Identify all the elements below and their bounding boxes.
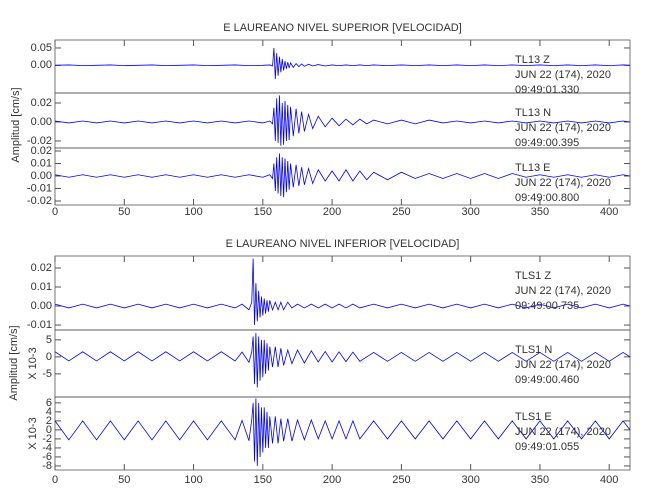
y-tick-label: 0 <box>46 351 52 363</box>
y-tick-label: 0.05 <box>31 42 52 54</box>
x-tick-label: 0 <box>52 474 58 486</box>
y-tick-label: -0.02 <box>27 195 52 207</box>
x-tick-label: 300 <box>461 206 479 218</box>
y-tick-label: -2 <box>42 433 52 445</box>
x-tick-label: 200 <box>323 206 341 218</box>
y-tick-label: 0 <box>46 424 52 436</box>
y-tick-label: 5 <box>46 334 52 346</box>
waveform <box>54 398 631 466</box>
y-tick-label: 0.01 <box>31 157 52 169</box>
station-label: TL13 N <box>515 107 551 119</box>
y-tick-label: 0.02 <box>31 145 52 157</box>
time-label: 09:49:01.330 <box>515 84 579 96</box>
chart-title: E LAUREANO NIVEL INFERIOR [VELOCIDAD] <box>226 238 460 250</box>
y-tick-label: 0.01 <box>31 281 52 293</box>
y-tick-label: 2 <box>46 415 52 427</box>
date-label: JUN 22 (174), 2020 <box>515 426 611 438</box>
chart-title: E LAUREANO NIVEL SUPERIOR [VELOCIDAD] <box>223 22 462 34</box>
y-tick-label: -6 <box>42 451 52 463</box>
x-tick-label: 150 <box>254 206 272 218</box>
time-label: 09:49:01.055 <box>515 441 579 453</box>
waveform <box>54 95 631 146</box>
x-tick-label: 0 <box>52 206 58 218</box>
x-tick-label: 200 <box>323 474 341 486</box>
date-label: JUN 22 (174), 2020 <box>515 285 611 297</box>
y-tick-label: 0.00 <box>31 170 52 182</box>
y-tick-label: -0.02 <box>27 135 52 147</box>
y-axis-label: Amplitud [cm/s] <box>10 87 22 162</box>
x-tick-label: 350 <box>531 206 549 218</box>
y-tick-label: 0.00 <box>31 116 52 128</box>
y-tick-label: 0.02 <box>31 97 52 109</box>
date-label: JUN 22 (174), 2020 <box>515 122 611 134</box>
x-tick-label: 50 <box>118 206 130 218</box>
station-label: TL13 Z <box>515 54 550 66</box>
time-label: 09:49:00.735 <box>515 300 579 312</box>
x-tick-label: 400 <box>600 206 618 218</box>
y-tick-label: 0.00 <box>31 300 52 312</box>
station-label: TLS1 N <box>515 344 552 356</box>
x-tick-label: 50 <box>118 474 130 486</box>
y-tick-label: 0.02 <box>31 262 52 274</box>
x-tick-label: 250 <box>392 474 410 486</box>
waveform <box>54 153 631 198</box>
y-tick-label: 4 <box>46 406 52 418</box>
station-label: TLS1 Z <box>515 270 551 282</box>
x-tick-label: 400 <box>600 474 618 486</box>
date-label: JUN 22 (174), 2020 <box>515 69 611 81</box>
y-tick-label: -0.01 <box>27 319 52 331</box>
x-tick-label: 250 <box>392 206 410 218</box>
x-tick-label: 100 <box>184 474 202 486</box>
station-label: TL13 E <box>515 162 550 174</box>
x-tick-label: 100 <box>184 206 202 218</box>
y-tick-label: -8 <box>42 460 52 472</box>
panel-frame <box>54 396 631 471</box>
x-tick-label: 300 <box>461 474 479 486</box>
date-label: JUN 22 (174), 2020 <box>515 359 611 371</box>
x-tick-label: 150 <box>254 474 272 486</box>
y-axis-label: Amplitud [cm/s] <box>8 325 20 400</box>
y-tick-label: 6 <box>46 397 52 409</box>
multiplier-label: X 10-3 <box>27 347 39 379</box>
waveform <box>54 333 631 388</box>
time-label: 09:49:00.800 <box>515 192 579 204</box>
time-label: 09:49:00.395 <box>515 137 579 149</box>
y-tick-label: -0.01 <box>27 182 52 194</box>
y-tick-label: 0.00 <box>31 59 52 71</box>
waveform <box>54 258 631 326</box>
time-label: 09:49:00.460 <box>515 374 579 386</box>
x-tick-label: 350 <box>531 474 549 486</box>
multiplier-label: X 10-3 <box>27 417 39 449</box>
station-label: TLS1 E <box>515 411 552 423</box>
y-tick-label: -4 <box>42 442 52 454</box>
y-tick-label: -5 <box>42 368 52 380</box>
date-label: JUN 22 (174), 2020 <box>515 177 611 189</box>
waveform <box>54 47 631 80</box>
